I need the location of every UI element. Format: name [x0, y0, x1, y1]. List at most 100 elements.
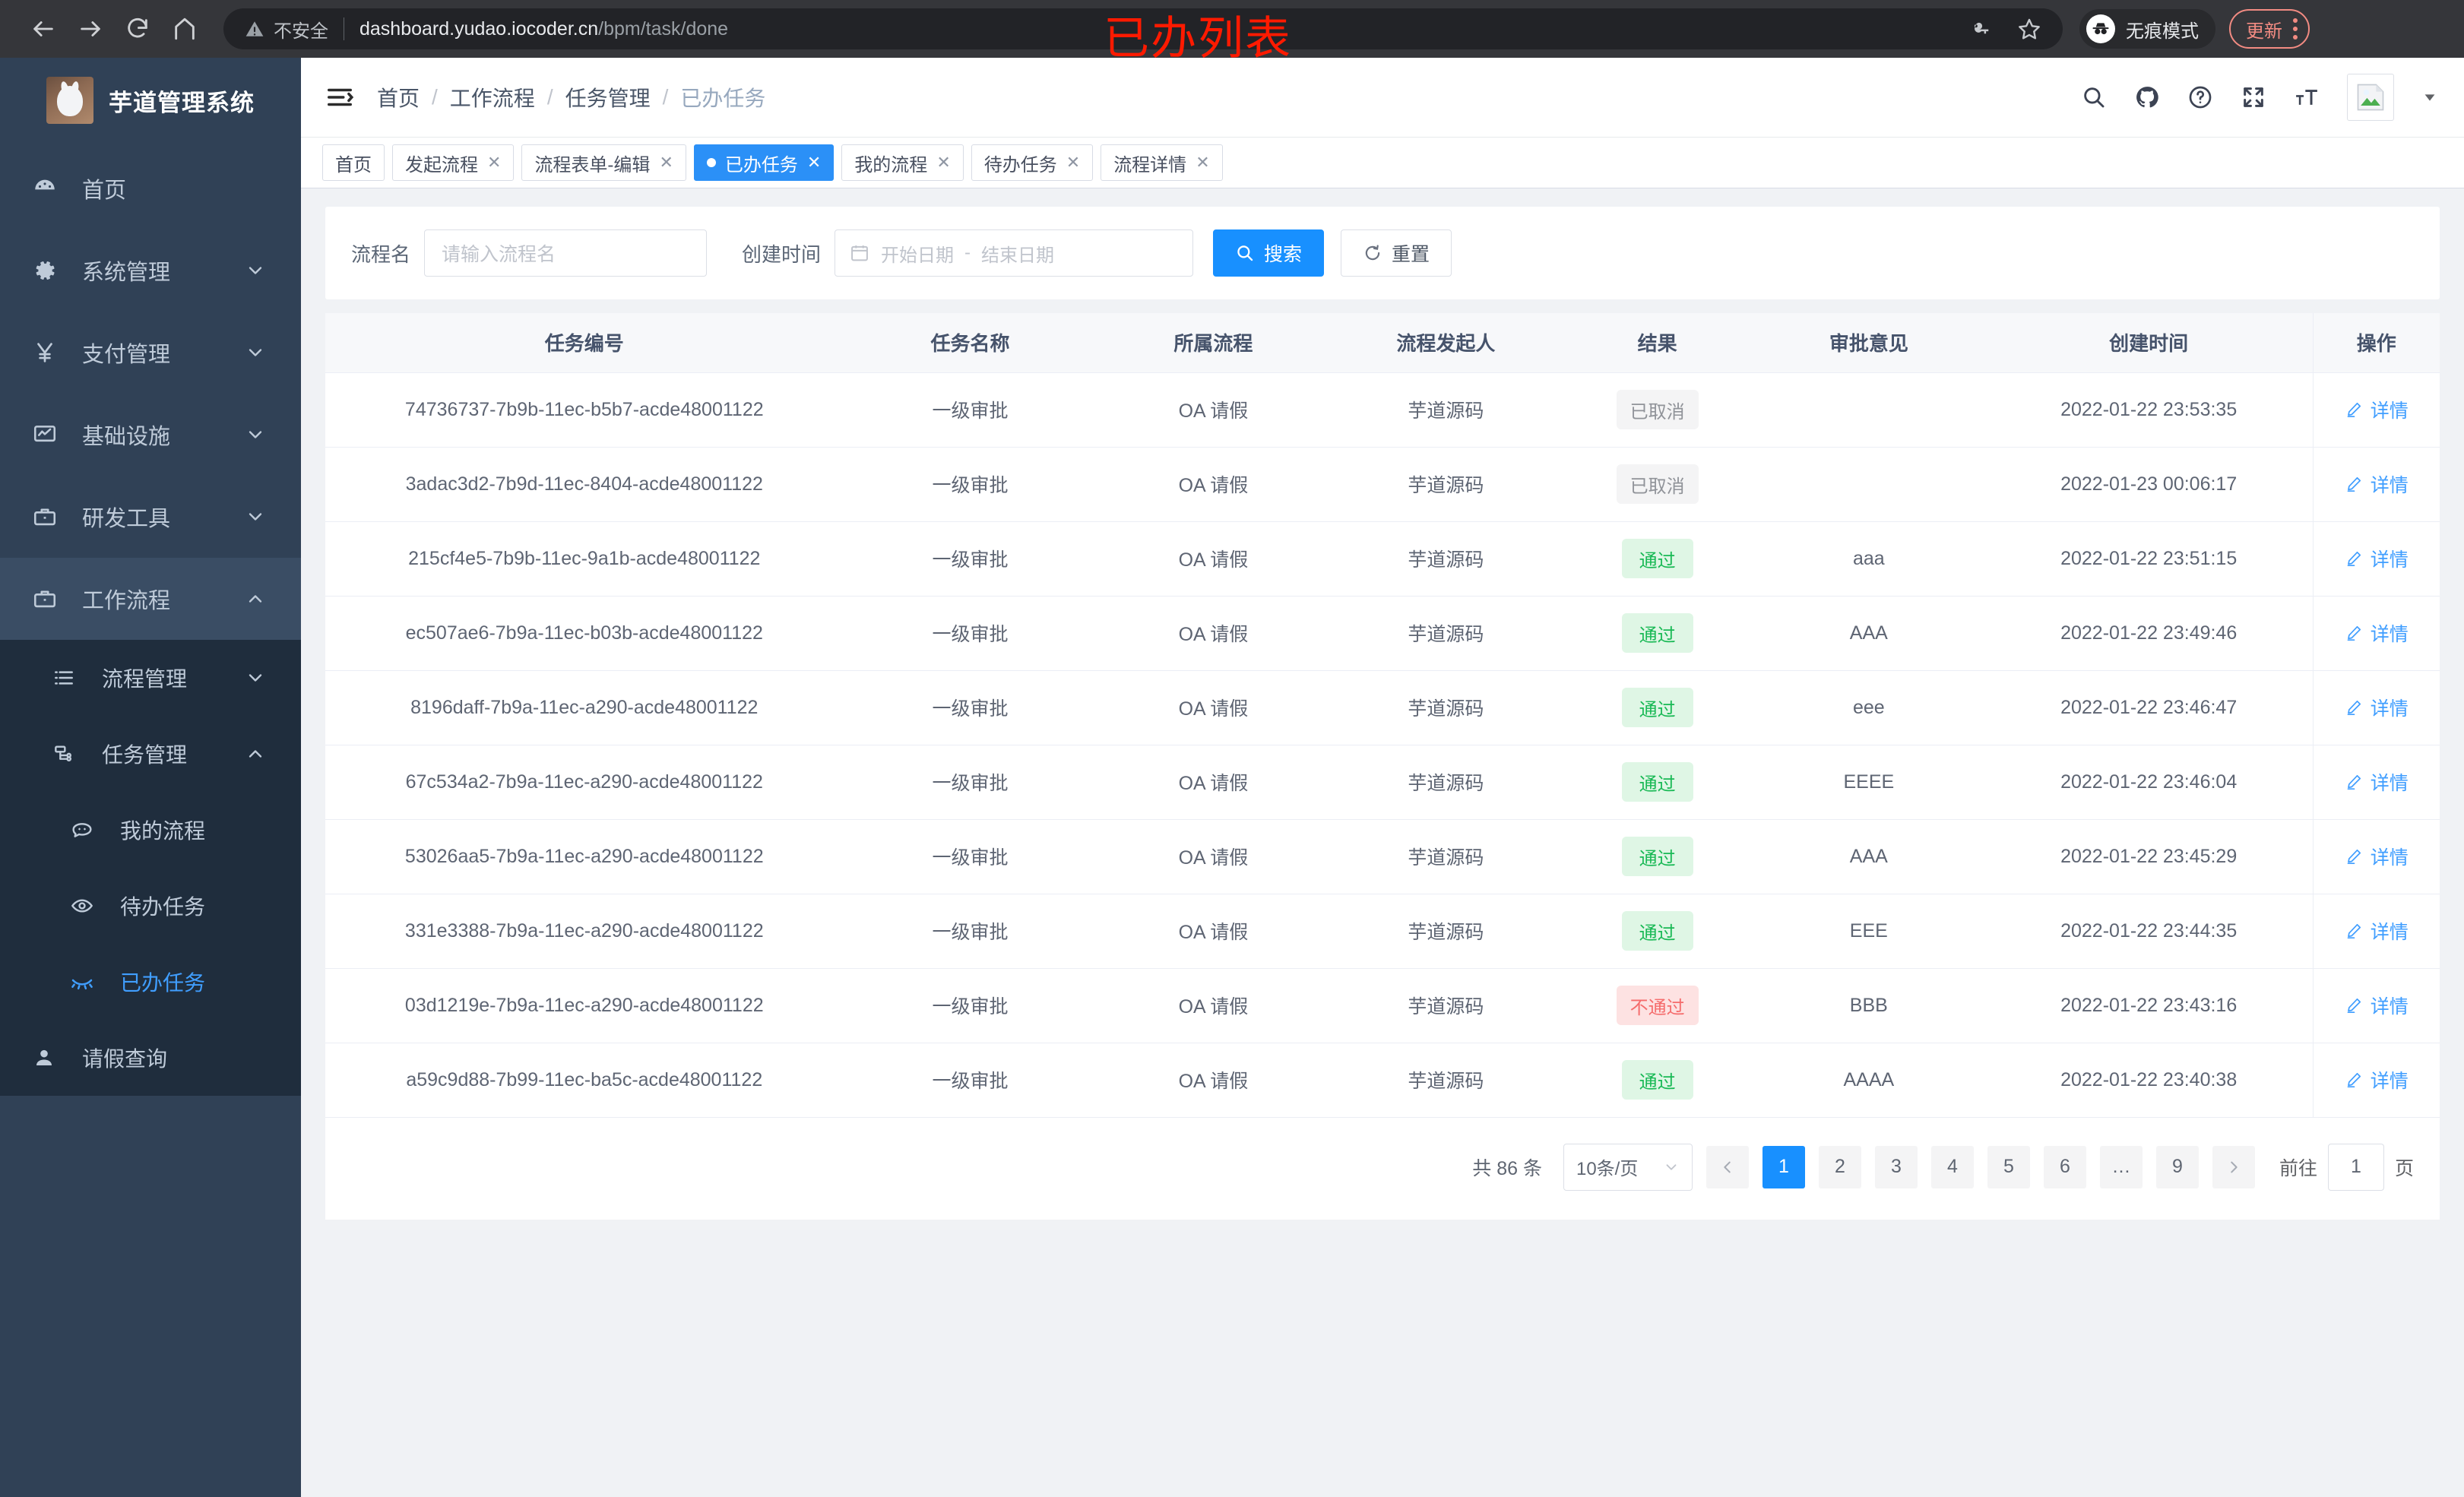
- page-size-select[interactable]: 10条/页: [1563, 1143, 1693, 1191]
- sidebar-item-infrastructure[interactable]: 基础设施: [0, 394, 301, 476]
- page-button[interactable]: 4: [1930, 1145, 1974, 1188]
- create-time-range-picker[interactable]: 开始日期 - 结束日期: [835, 229, 1194, 277]
- breadcrumb-item-current: 已办任务: [680, 87, 766, 110]
- page-number-list: 1 2 3 4 5 6 … 9: [1762, 1145, 2199, 1188]
- sidebar-item-task-management[interactable]: 任务管理: [0, 716, 301, 792]
- page-button[interactable]: 3: [1874, 1145, 1918, 1188]
- detail-link[interactable]: 详情: [2345, 694, 2409, 721]
- page-button[interactable]: 1: [1762, 1145, 1805, 1188]
- github-icon[interactable]: [2134, 84, 2160, 110]
- next-page-button[interactable]: [2212, 1145, 2255, 1188]
- breadcrumb-item[interactable]: 首页: [377, 87, 420, 110]
- update-button[interactable]: 更新: [2229, 9, 2310, 49]
- detail-link[interactable]: 详情: [2345, 768, 2409, 796]
- reset-button[interactable]: 重置: [1341, 229, 1452, 277]
- back-arrow-icon[interactable]: [20, 5, 67, 52]
- sidebar-item-todo-task[interactable]: 待办任务: [0, 868, 301, 944]
- close-icon[interactable]: ✕: [936, 153, 951, 172]
- cell-initiator: 芋道源码: [1329, 745, 1563, 820]
- page-button[interactable]: 2: [1818, 1145, 1861, 1188]
- cell-initiator: 芋道源码: [1329, 596, 1563, 671]
- star-icon[interactable]: [2017, 17, 2041, 41]
- chevron-down-icon: [1663, 1159, 1680, 1176]
- sidebar-item-leave-query[interactable]: 请假查询: [0, 1020, 301, 1096]
- home-icon[interactable]: [161, 5, 208, 52]
- detail-link[interactable]: 详情: [2345, 1066, 2409, 1093]
- reload-icon[interactable]: [114, 5, 161, 52]
- sidebar-item-done-task[interactable]: 已办任务: [0, 944, 301, 1020]
- cell-operation: 详情: [2312, 745, 2440, 820]
- page-button[interactable]: 9: [2155, 1145, 2199, 1188]
- detail-link[interactable]: 详情: [2345, 843, 2409, 870]
- column-header-process: 所属流程: [1097, 313, 1330, 373]
- calendar-icon: [849, 242, 870, 264]
- close-icon[interactable]: ✕: [1066, 153, 1081, 172]
- chevron-down-icon[interactable]: [2421, 89, 2438, 106]
- cell-opinion: [1752, 372, 1985, 448]
- breadcrumb-item[interactable]: 任务管理: [565, 87, 651, 110]
- tab-home[interactable]: 首页: [322, 144, 385, 181]
- close-icon[interactable]: ✕: [487, 153, 502, 172]
- cell-operation: 详情: [2312, 447, 2440, 522]
- detail-link[interactable]: 详情: [2345, 619, 2409, 647]
- detail-link[interactable]: 详情: [2345, 396, 2409, 423]
- close-icon[interactable]: ✕: [806, 153, 822, 172]
- tab-done-task[interactable]: 已办任务 ✕: [693, 144, 835, 181]
- hamburger-icon[interactable]: [325, 83, 354, 112]
- sidebar-item-process-management[interactable]: 流程管理: [0, 640, 301, 716]
- page-ellipsis[interactable]: …: [2099, 1145, 2143, 1188]
- tab-process-detail[interactable]: 流程详情 ✕: [1101, 144, 1223, 181]
- address-bar[interactable]: 不安全 dashboard.yudao.iocoder.cn/bpm/task/…: [223, 8, 2063, 49]
- prev-page-button[interactable]: [1705, 1145, 1749, 1188]
- chevron-down-icon: [245, 260, 266, 281]
- edit-icon: [2345, 624, 2363, 642]
- detail-link[interactable]: 详情: [2345, 470, 2409, 498]
- cell-operation: 详情: [2312, 596, 2440, 671]
- table-row: 215cf4e5-7b9b-11ec-9a1b-acde48001122 一级审批…: [325, 521, 2440, 597]
- table-row: 03d1219e-7b9a-11ec-a290-acde48001122 一级审批…: [325, 968, 2440, 1043]
- cell-task-name: 一级审批: [843, 596, 1097, 671]
- cell-task-id: 03d1219e-7b9a-11ec-a290-acde48001122: [325, 968, 844, 1043]
- breadcrumb-item[interactable]: 工作流程: [449, 87, 535, 110]
- detail-link[interactable]: 详情: [2345, 545, 2409, 572]
- detail-link[interactable]: 详情: [2345, 992, 2409, 1019]
- detail-link[interactable]: 详情: [2345, 917, 2409, 945]
- font-size-icon[interactable]: [2294, 84, 2320, 110]
- tab-my-process[interactable]: 我的流程 ✕: [841, 144, 964, 181]
- close-icon[interactable]: ✕: [659, 153, 673, 172]
- key-icon[interactable]: [1968, 17, 1991, 40]
- forward-arrow-icon[interactable]: [67, 5, 114, 52]
- task-submenu: 我的流程 待办任务 已办任务: [0, 792, 301, 1020]
- help-icon[interactable]: [2187, 84, 2213, 110]
- close-icon[interactable]: ✕: [1196, 153, 1210, 172]
- fullscreen-icon[interactable]: [2241, 84, 2266, 110]
- cell-initiator: 芋道源码: [1329, 894, 1563, 969]
- dashboard-icon: [32, 176, 70, 201]
- tab-start-process[interactable]: 发起流程 ✕: [392, 144, 515, 181]
- search-button[interactable]: 搜索: [1213, 229, 1325, 277]
- sidebar-item-devtools[interactable]: 研发工具: [0, 476, 301, 558]
- chevron-up-icon: [245, 588, 266, 609]
- status-badge: 通过: [1621, 1060, 1693, 1100]
- jump-input[interactable]: 1: [2327, 1143, 2384, 1191]
- tab-label: 我的流程: [854, 154, 928, 176]
- kebab-menu-icon[interactable]: [2293, 18, 2298, 40]
- search-icon: [1235, 243, 1255, 263]
- sidebar-item-workflow[interactable]: 工作流程: [0, 558, 301, 640]
- search-icon[interactable]: [2081, 84, 2107, 110]
- page-button[interactable]: 6: [2043, 1145, 2086, 1188]
- process-name-input[interactable]: 请输入流程名: [424, 229, 708, 277]
- cell-task-id: ec507ae6-7b9a-11ec-b03b-acde48001122: [325, 596, 844, 671]
- incognito-indicator[interactable]: 无痕模式: [2079, 9, 2215, 49]
- sidebar-item-system[interactable]: 系统管理: [0, 229, 301, 312]
- brand[interactable]: 芋道管理系统: [0, 58, 301, 143]
- sidebar-item-payment[interactable]: 支付管理: [0, 312, 301, 394]
- sidebar-item-my-process[interactable]: 我的流程: [0, 792, 301, 868]
- tab-process-form-edit[interactable]: 流程表单-编辑 ✕: [521, 144, 686, 181]
- cell-operation: 详情: [2312, 521, 2440, 597]
- cell-task-name: 一级审批: [843, 521, 1097, 597]
- sidebar-item-home[interactable]: 首页: [0, 147, 301, 229]
- avatar[interactable]: [2347, 74, 2394, 121]
- page-button[interactable]: 5: [1987, 1145, 2030, 1188]
- tab-todo-task[interactable]: 待办任务 ✕: [971, 144, 1094, 181]
